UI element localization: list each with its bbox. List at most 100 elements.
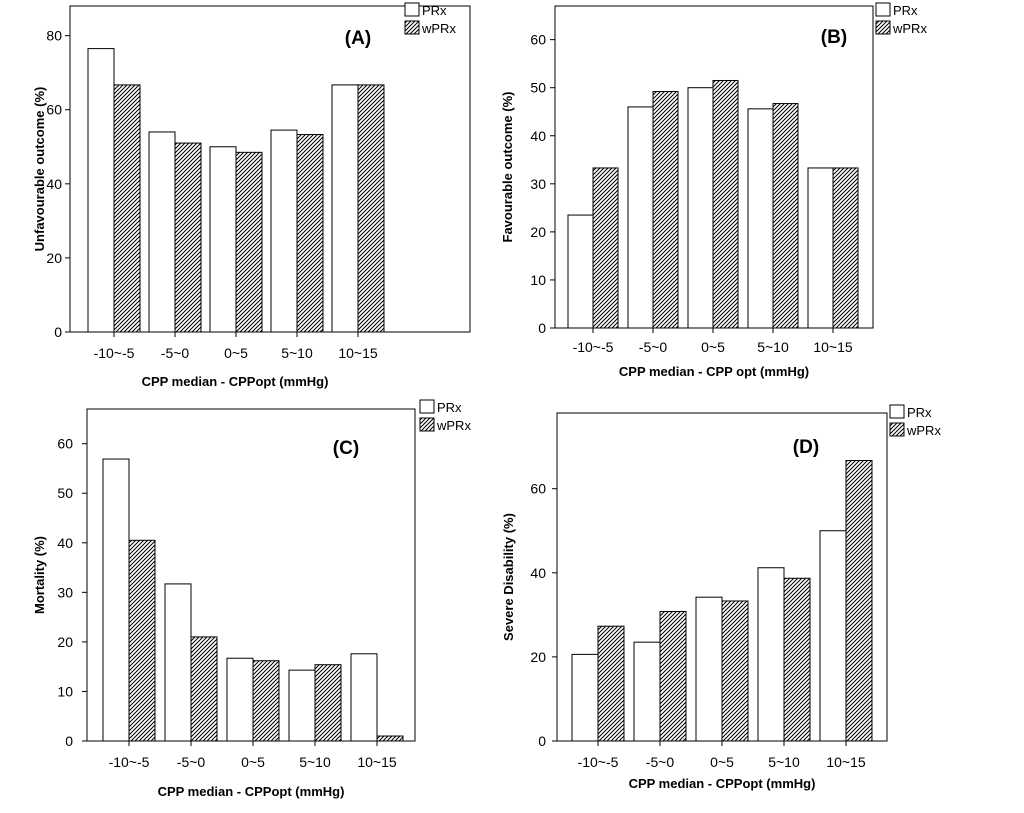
bar-prx-1 <box>102 458 130 742</box>
x-tick-label: -5~0 <box>177 754 206 770</box>
bar-wprx-5 <box>832 167 859 329</box>
bar-wprx-1 <box>113 84 141 333</box>
bar-wprx-3 <box>235 151 263 333</box>
legend-swatch-prx <box>404 2 420 17</box>
x-tick-label: 0~5 <box>701 339 725 355</box>
y-tick-label: 50 <box>530 80 546 96</box>
bar-prx-4 <box>757 567 785 742</box>
legend-swatch-prx <box>889 404 905 419</box>
y-axis-title: Mortality (%) <box>32 536 47 614</box>
x-tick-label: 10~15 <box>813 339 853 355</box>
x-axis-title: CPP median - CPPopt (mmHg) <box>142 374 329 389</box>
bar-wprx-2 <box>174 142 202 333</box>
bar-wprx-2 <box>190 636 218 742</box>
y-tick-label: 30 <box>57 584 73 600</box>
legend-label-prx: PRx <box>907 405 932 420</box>
bar-prx-1 <box>567 214 594 329</box>
y-tick-label: 0 <box>538 733 546 749</box>
legend-swatch-wprx <box>404 20 420 35</box>
bar-prx-3 <box>226 657 254 742</box>
bar-prx-3 <box>209 146 237 333</box>
y-tick-label: 10 <box>530 272 546 288</box>
legend-label-wprx: wPRx <box>421 21 456 36</box>
x-tick-label: 5~10 <box>757 339 789 355</box>
y-tick-label: 10 <box>57 683 73 699</box>
panel-letter: (B) <box>821 27 847 48</box>
y-tick-label: 30 <box>530 176 546 192</box>
panel-letter: (A) <box>345 28 371 49</box>
bar-prx-5 <box>807 167 834 329</box>
panel-letter: (D) <box>793 437 819 458</box>
x-tick-label: 5~10 <box>768 754 800 770</box>
chart-panel-b: 0 10 20 30 40 50 60 -10~-5 -5~0 0~5 5~10 10~15 CPP m… <box>500 2 927 379</box>
y-tick-label: 20 <box>530 649 546 665</box>
y-tick-label: 60 <box>530 481 546 497</box>
y-tick-label: 40 <box>57 535 73 551</box>
x-tick-label: -10~-5 <box>94 345 135 361</box>
x-tick-label: 5~10 <box>281 345 313 361</box>
y-tick-label: 60 <box>530 32 546 48</box>
bar-wprx-3 <box>712 79 739 329</box>
x-tick-label: -5~0 <box>639 339 668 355</box>
bar-wprx-5 <box>357 84 385 333</box>
legend-label-wprx: wPRx <box>436 418 471 433</box>
chart-panel-a: 0 20 40 60 80 -10~-5 -5~0 0~5 5~10 10~15 CPP media… <box>32 2 471 389</box>
legend-swatch-wprx <box>419 417 435 432</box>
x-tick-label: -5~0 <box>646 754 675 770</box>
y-tick-label: 20 <box>46 250 62 266</box>
y-axis-title: Favourable outcome (%) <box>500 92 515 243</box>
x-tick-label: 10~15 <box>826 754 866 770</box>
x-tick-label: 0~5 <box>224 345 248 361</box>
x-tick-label: 0~5 <box>241 754 265 770</box>
bar-wprx-1 <box>128 539 156 742</box>
bar-prx-5 <box>819 530 847 742</box>
y-tick-label: 40 <box>530 128 546 144</box>
bar-prx-2 <box>627 106 654 329</box>
legend-swatch-prx <box>419 399 435 414</box>
y-tick-label: 0 <box>65 733 73 749</box>
x-axis-title: CPP median - CPP opt (mmHg) <box>619 364 809 379</box>
x-tick-label: -5~0 <box>161 345 190 361</box>
x-tick-label: -10~-5 <box>109 754 150 770</box>
legend-swatch-wprx <box>875 20 891 35</box>
panel-letter: (C) <box>333 438 359 459</box>
bar-wprx-4 <box>783 577 811 742</box>
x-tick-label: 5~10 <box>299 754 331 770</box>
bar-wprx-4 <box>772 103 799 329</box>
bar-wprx-3 <box>721 600 749 742</box>
y-tick-label: 0 <box>538 320 546 336</box>
plot-frame <box>69 5 471 333</box>
y-axis-title: Unfavourable outcome (%) <box>32 87 47 252</box>
legend-label-prx: PRx <box>422 3 447 18</box>
bar-wprx-4 <box>296 134 324 333</box>
bar-wprx-1 <box>597 625 625 742</box>
chart-panel-d: 0 20 40 60 -10~-5 -5~0 0~5 5~10 10~15 CPP median … <box>501 404 941 791</box>
legend-label-wprx: wPRx <box>906 423 941 438</box>
y-tick-label: 50 <box>57 485 73 501</box>
x-axis-title: CPP median - CPPopt (mmHg) <box>629 776 816 791</box>
legend-label-prx: PRx <box>437 400 462 415</box>
bar-prx-4 <box>288 669 316 742</box>
x-tick-label: -10~-5 <box>573 339 614 355</box>
bar-prx-2 <box>164 583 192 742</box>
bar-prx-2 <box>633 641 661 742</box>
y-axis-title: Severe Disability (%) <box>501 513 516 641</box>
bar-prx-2 <box>148 131 176 333</box>
y-tick-label: 80 <box>46 28 62 44</box>
bar-wprx-3 <box>252 660 280 742</box>
y-tick-label: 60 <box>46 102 62 118</box>
bar-wprx-4 <box>314 664 342 742</box>
bar-prx-3 <box>687 87 714 329</box>
x-tick-label: 10~15 <box>357 754 397 770</box>
bar-prx-1 <box>87 48 115 333</box>
legend-label-wprx: wPRx <box>892 21 927 36</box>
bar-prx-3 <box>695 596 723 742</box>
y-tick-label: 0 <box>54 324 62 340</box>
bar-prx-4 <box>747 108 774 329</box>
legend-label-prx: PRx <box>893 3 918 18</box>
legend-swatch-prx <box>875 2 891 17</box>
bar-wprx-2 <box>659 610 687 742</box>
bar-prx-5 <box>331 84 359 333</box>
chart-panel-c: 0 10 20 30 40 50 60 -10~-5 -5~0 0~5 5~10 10~15 CPP m… <box>32 399 471 799</box>
